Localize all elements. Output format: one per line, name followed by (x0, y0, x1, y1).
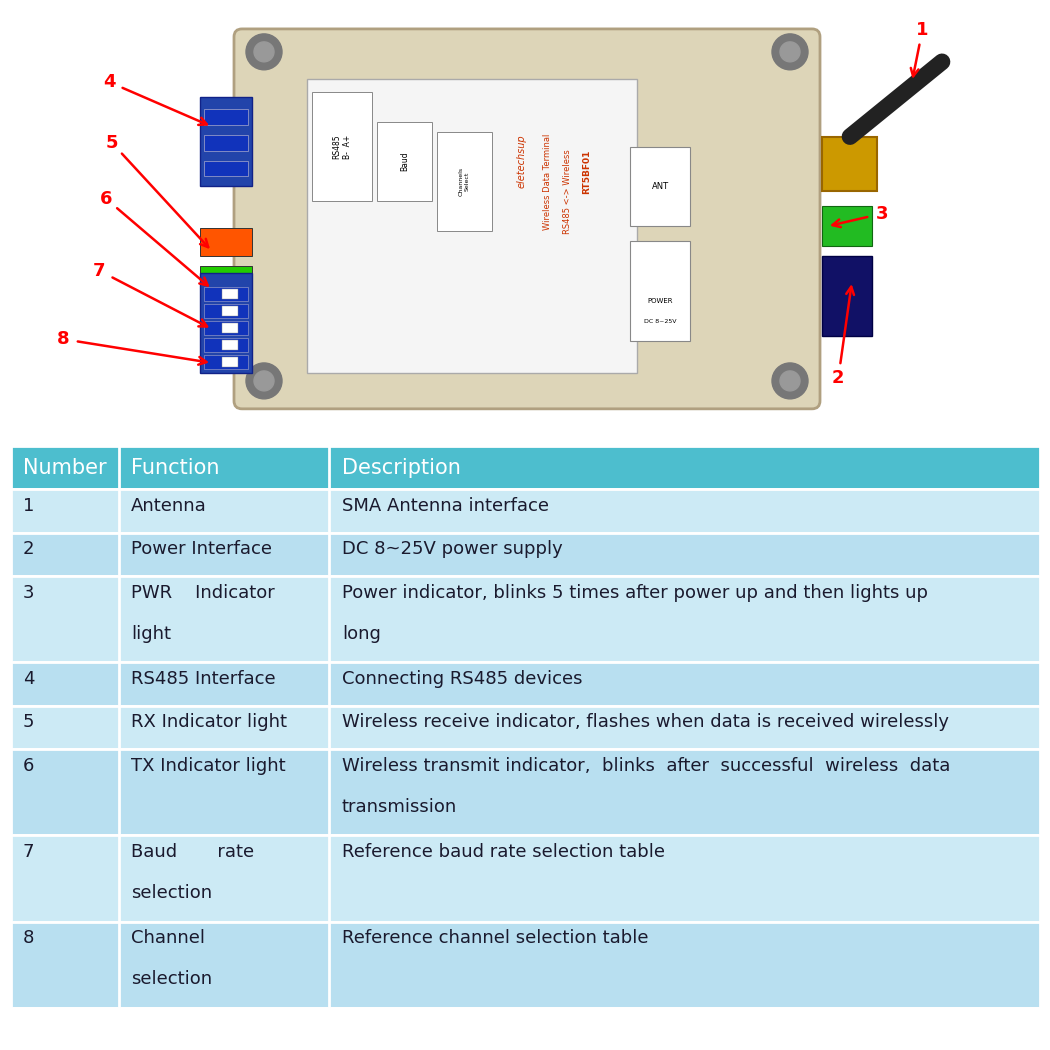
Bar (200, 273, 252, 373)
Bar (200, 97, 252, 187)
Text: 4: 4 (103, 74, 116, 91)
Circle shape (246, 363, 282, 399)
Bar (222, 289, 238, 299)
Text: RT5BF01: RT5BF01 (583, 149, 591, 193)
Bar (204, 304, 248, 318)
Text: 2: 2 (832, 369, 844, 386)
Text: DC 8~25V: DC 8~25V (644, 318, 676, 323)
Text: Antenna: Antenna (131, 498, 207, 516)
Bar (630, 147, 690, 227)
Text: 8: 8 (57, 330, 69, 349)
Bar (437, 131, 492, 231)
Bar (222, 357, 238, 366)
Text: DC 8~25V power supply: DC 8~25V power supply (342, 541, 563, 559)
Text: Power Interface: Power Interface (131, 541, 272, 559)
Text: Description: Description (342, 458, 461, 478)
Text: 6: 6 (23, 756, 35, 775)
Text: Reference baud rate selection table: Reference baud rate selection table (342, 843, 665, 861)
Text: PWR    Indicator: PWR Indicator (131, 584, 275, 602)
Text: Channels
Select: Channels Select (459, 167, 469, 196)
Bar (204, 355, 248, 369)
Text: Connecting RS485 devices: Connecting RS485 devices (342, 670, 583, 688)
Text: RS485 Interface: RS485 Interface (131, 670, 275, 688)
Bar (222, 323, 238, 333)
Bar (200, 228, 252, 256)
Text: Wireless receive indicator, flashes when data is received wirelessly: Wireless receive indicator, flashes when… (342, 713, 949, 731)
Text: Number: Number (23, 458, 106, 478)
Text: selection: selection (131, 970, 212, 988)
Bar (222, 340, 238, 350)
Text: SMA Antenna interface: SMA Antenna interface (342, 498, 549, 516)
Bar (10, 749, 1040, 835)
Bar (312, 91, 372, 202)
Text: 5: 5 (106, 133, 119, 152)
Bar (10, 706, 1040, 749)
Bar (200, 267, 252, 294)
Text: ANT: ANT (651, 182, 669, 191)
Text: 7: 7 (23, 843, 35, 861)
Bar (10, 446, 1040, 489)
FancyBboxPatch shape (234, 29, 820, 408)
Bar (822, 256, 871, 336)
Text: 5: 5 (23, 713, 35, 731)
Text: RX Indicator light: RX Indicator light (131, 713, 287, 731)
Bar (630, 242, 690, 341)
Bar (10, 663, 1040, 706)
Bar (822, 136, 877, 191)
Circle shape (246, 34, 282, 69)
Text: selection: selection (131, 884, 212, 902)
Text: 3: 3 (23, 584, 35, 602)
Text: 7: 7 (93, 261, 106, 279)
Bar (222, 307, 238, 316)
Circle shape (772, 34, 808, 69)
Circle shape (772, 363, 808, 399)
Text: transmission: transmission (342, 798, 457, 816)
Bar (377, 122, 432, 202)
Bar (204, 134, 248, 150)
Bar (822, 207, 871, 247)
Circle shape (254, 371, 274, 391)
Text: eletechsup: eletechsup (517, 134, 527, 188)
Bar (10, 489, 1040, 532)
Text: Channel: Channel (131, 929, 205, 947)
Bar (10, 575, 1040, 663)
Bar (200, 304, 252, 332)
Text: POWER: POWER (647, 298, 673, 304)
Circle shape (254, 42, 274, 62)
Bar (10, 922, 1040, 1008)
Bar (204, 321, 248, 335)
Bar (307, 79, 637, 373)
Text: 2: 2 (23, 541, 35, 559)
Text: 1: 1 (916, 21, 928, 39)
Text: Baud: Baud (400, 151, 410, 171)
Text: long: long (342, 625, 381, 643)
Text: Function: Function (131, 458, 219, 478)
Text: RS485 <-> Wireless: RS485 <-> Wireless (563, 149, 571, 234)
Text: Reference channel selection table: Reference channel selection table (342, 929, 648, 947)
Bar (10, 532, 1040, 575)
Text: 6: 6 (100, 190, 112, 208)
Bar (204, 338, 248, 352)
Bar (204, 288, 248, 301)
Text: Wireless Data Terminal: Wireless Data Terminal (543, 133, 551, 230)
Text: Wireless transmit indicator,  blinks  after  successful  wireless  data: Wireless transmit indicator, blinks afte… (342, 756, 950, 775)
Text: RS485
B-  A+: RS485 B- A+ (332, 134, 352, 159)
Text: Baud       rate: Baud rate (131, 843, 254, 861)
Bar (204, 109, 248, 125)
Text: 4: 4 (23, 670, 35, 688)
Text: Power indicator, blinks 5 times after power up and then lights up: Power indicator, blinks 5 times after po… (342, 584, 928, 602)
Text: 3: 3 (876, 205, 888, 223)
Circle shape (780, 42, 800, 62)
Circle shape (780, 371, 800, 391)
Text: TX Indicator light: TX Indicator light (131, 756, 286, 775)
Text: 8: 8 (23, 929, 35, 947)
Bar (204, 161, 248, 176)
Text: light: light (131, 625, 171, 643)
Bar (10, 835, 1040, 922)
Text: 1: 1 (23, 498, 35, 516)
